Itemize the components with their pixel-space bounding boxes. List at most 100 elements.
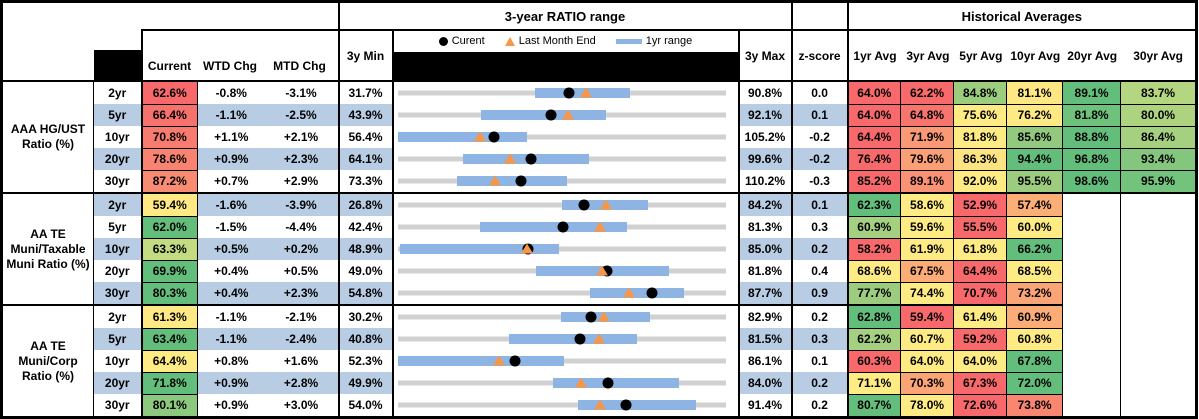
avg-cell: 66.2% [1006, 237, 1064, 261]
mtd-chg-cell: +0.2% [264, 238, 340, 260]
one-yr-range-bar [397, 132, 527, 142]
avg-cell [1120, 350, 1198, 372]
current-dot [646, 287, 658, 299]
tenor-header-cell [93, 30, 142, 82]
avg-cell: 62.2% [900, 80, 955, 105]
max-3y-cell: 99.6% [738, 148, 793, 170]
max-3y-cell: 90.8% [738, 81, 793, 104]
avg-cell: 60.7% [900, 327, 955, 351]
z-score-cell: 0.4 [791, 260, 849, 282]
ratio-range-chart-cell [392, 81, 740, 104]
one-yr-range-bar [508, 334, 637, 344]
z-score-cell: -0.2 [791, 148, 849, 170]
max-3y-cell: 84.0% [738, 372, 793, 394]
z-score-cell: 0.1 [791, 350, 849, 372]
current-dot [509, 355, 521, 367]
avg-cell: 60.8% [1006, 327, 1064, 351]
avg-cell: 60.3% [847, 349, 902, 373]
avg-cell: 61.4% [953, 304, 1008, 329]
tenor-label: 30yr [93, 282, 143, 306]
avg-cell: 96.8% [1062, 147, 1122, 171]
min-3y-cell: 30.2% [338, 305, 394, 328]
max-3y-cell: 81.5% [738, 328, 793, 350]
current-value-cell: 78.6% [141, 147, 198, 171]
avg-cell: 86.3% [953, 147, 1008, 171]
last-month-end-marker [622, 287, 635, 298]
table-row: 5yr 62.0% -1.5% -4.4% 42.4% 81.3% 0.3 60… [2, 215, 1198, 239]
max-3y-cell: 92.1% [738, 104, 793, 126]
avg-cell: 74.4% [900, 281, 955, 306]
mtd-chg-cell: -2.5% [264, 104, 340, 126]
last-month-end-marker [474, 131, 487, 142]
mtd-chg-cell: +1.6% [264, 350, 340, 372]
ratio-range-chart-cell [392, 193, 740, 216]
10yr-avg-column-header: 10yr Avg [1010, 48, 1061, 63]
tenor-label: 30yr [93, 394, 143, 419]
table-row: 30yr 87.2% +0.7% +2.9% 73.3% 110.2% -0.3… [2, 169, 1198, 194]
group-label: AA TE Muni/Taxable Muni Ratio (%) [0, 193, 94, 306]
max-3y-cell: 84.2% [738, 193, 793, 216]
avg-cell [1062, 216, 1122, 238]
ratio-range-title: 3-year RATIO range [337, 0, 793, 31]
chart-legend-cell: Curent Last Month End 1yr range [391, 29, 740, 82]
last-month-end-marker [575, 377, 588, 388]
min-3y-cell: 48.9% [338, 238, 394, 260]
3y-range-track [397, 290, 726, 296]
mtd-chg-cell: +2.1% [264, 126, 340, 148]
avg-cell: 76.4% [847, 147, 902, 171]
wtd-chg-cell: -1.1% [197, 305, 265, 328]
table-row: AA TE Muni/Taxable Muni Ratio (%) 2yr 59… [0, 192, 1198, 306]
ratio-range-chart-cell [392, 216, 740, 238]
wtd-chg-cell: -1.1% [197, 328, 265, 350]
table-row: 30yr 80.1% +0.9% +3.0% 54.0% 91.4% 0.2 8… [2, 393, 1198, 419]
mtd-chg-cell: +2.3% [264, 148, 340, 170]
avg-cell: 72.6% [953, 393, 1008, 419]
tenor-label: 2yr [93, 305, 143, 328]
avg-cell: 89.1% [1062, 80, 1122, 105]
last-month-end-marker [493, 355, 506, 366]
avg-cell: 59.6% [900, 215, 955, 239]
max-3y-cell: 110.2% [738, 170, 793, 194]
ratio-range-chart-cell [392, 372, 740, 394]
ratio-range-chart-cell [392, 238, 740, 260]
ratio-range-chart-cell [392, 126, 740, 148]
last-month-end-marker [600, 199, 613, 210]
min-3y-cell: 26.8% [338, 193, 394, 216]
current-value-cell: 62.6% [141, 80, 198, 105]
tenor-label: 20yr [93, 148, 143, 170]
current-value-cell: 71.8% [141, 371, 198, 395]
max-3y-cell: 87.7% [738, 282, 793, 306]
30yr-avg-column-header: 30yr Avg [1133, 48, 1183, 63]
current-value-cell: 64.4% [141, 349, 198, 373]
wtd-chg-cell: +0.4% [197, 260, 265, 282]
avg-cell: 67.8% [1006, 349, 1064, 373]
ratio-range-chart-cell [392, 305, 740, 328]
avg-cell: 60.9% [1006, 304, 1064, 329]
current-column-header: Current [147, 59, 192, 73]
tenor-label: 30yr [93, 170, 143, 194]
current-dot [557, 221, 569, 233]
current-dot [574, 333, 586, 345]
avg-cell: 93.4% [1120, 147, 1198, 171]
wtd-chg-cell: -1.5% [197, 216, 265, 238]
avg-cell: 95.9% [1120, 169, 1198, 194]
avg-cell: 72.0% [1006, 371, 1064, 395]
min-3y-cell: 54.8% [338, 282, 394, 306]
avg-cell: 68.6% [847, 259, 902, 283]
current-dot [545, 109, 557, 121]
table-row: 10yr 70.8% +1.1% +2.1% 56.4% 105.2% -0.2… [2, 125, 1198, 149]
wtd-chg-cell: +0.9% [197, 394, 265, 419]
min-3y-cell: 54.0% [338, 394, 394, 419]
current-dot [563, 87, 575, 99]
max-3y-cell: 81.8% [738, 260, 793, 282]
z-score-cell: 0.2 [791, 305, 849, 328]
avg-cell: 76.2% [1006, 103, 1064, 127]
20yr-avg-column-header: 20yr Avg [1067, 48, 1118, 63]
z-score-cell: 0.1 [791, 193, 849, 216]
avg-cell [1120, 193, 1198, 216]
last-month-end-marker [598, 311, 611, 322]
avg-cell [1062, 282, 1122, 305]
mtd-chg-cell: -2.4% [264, 328, 340, 350]
z-score-column-header: z-score [790, 29, 849, 82]
table-row: AAA HG/UST Ratio (%) 2yr 62.6% -0.8% -3.… [0, 80, 1198, 194]
